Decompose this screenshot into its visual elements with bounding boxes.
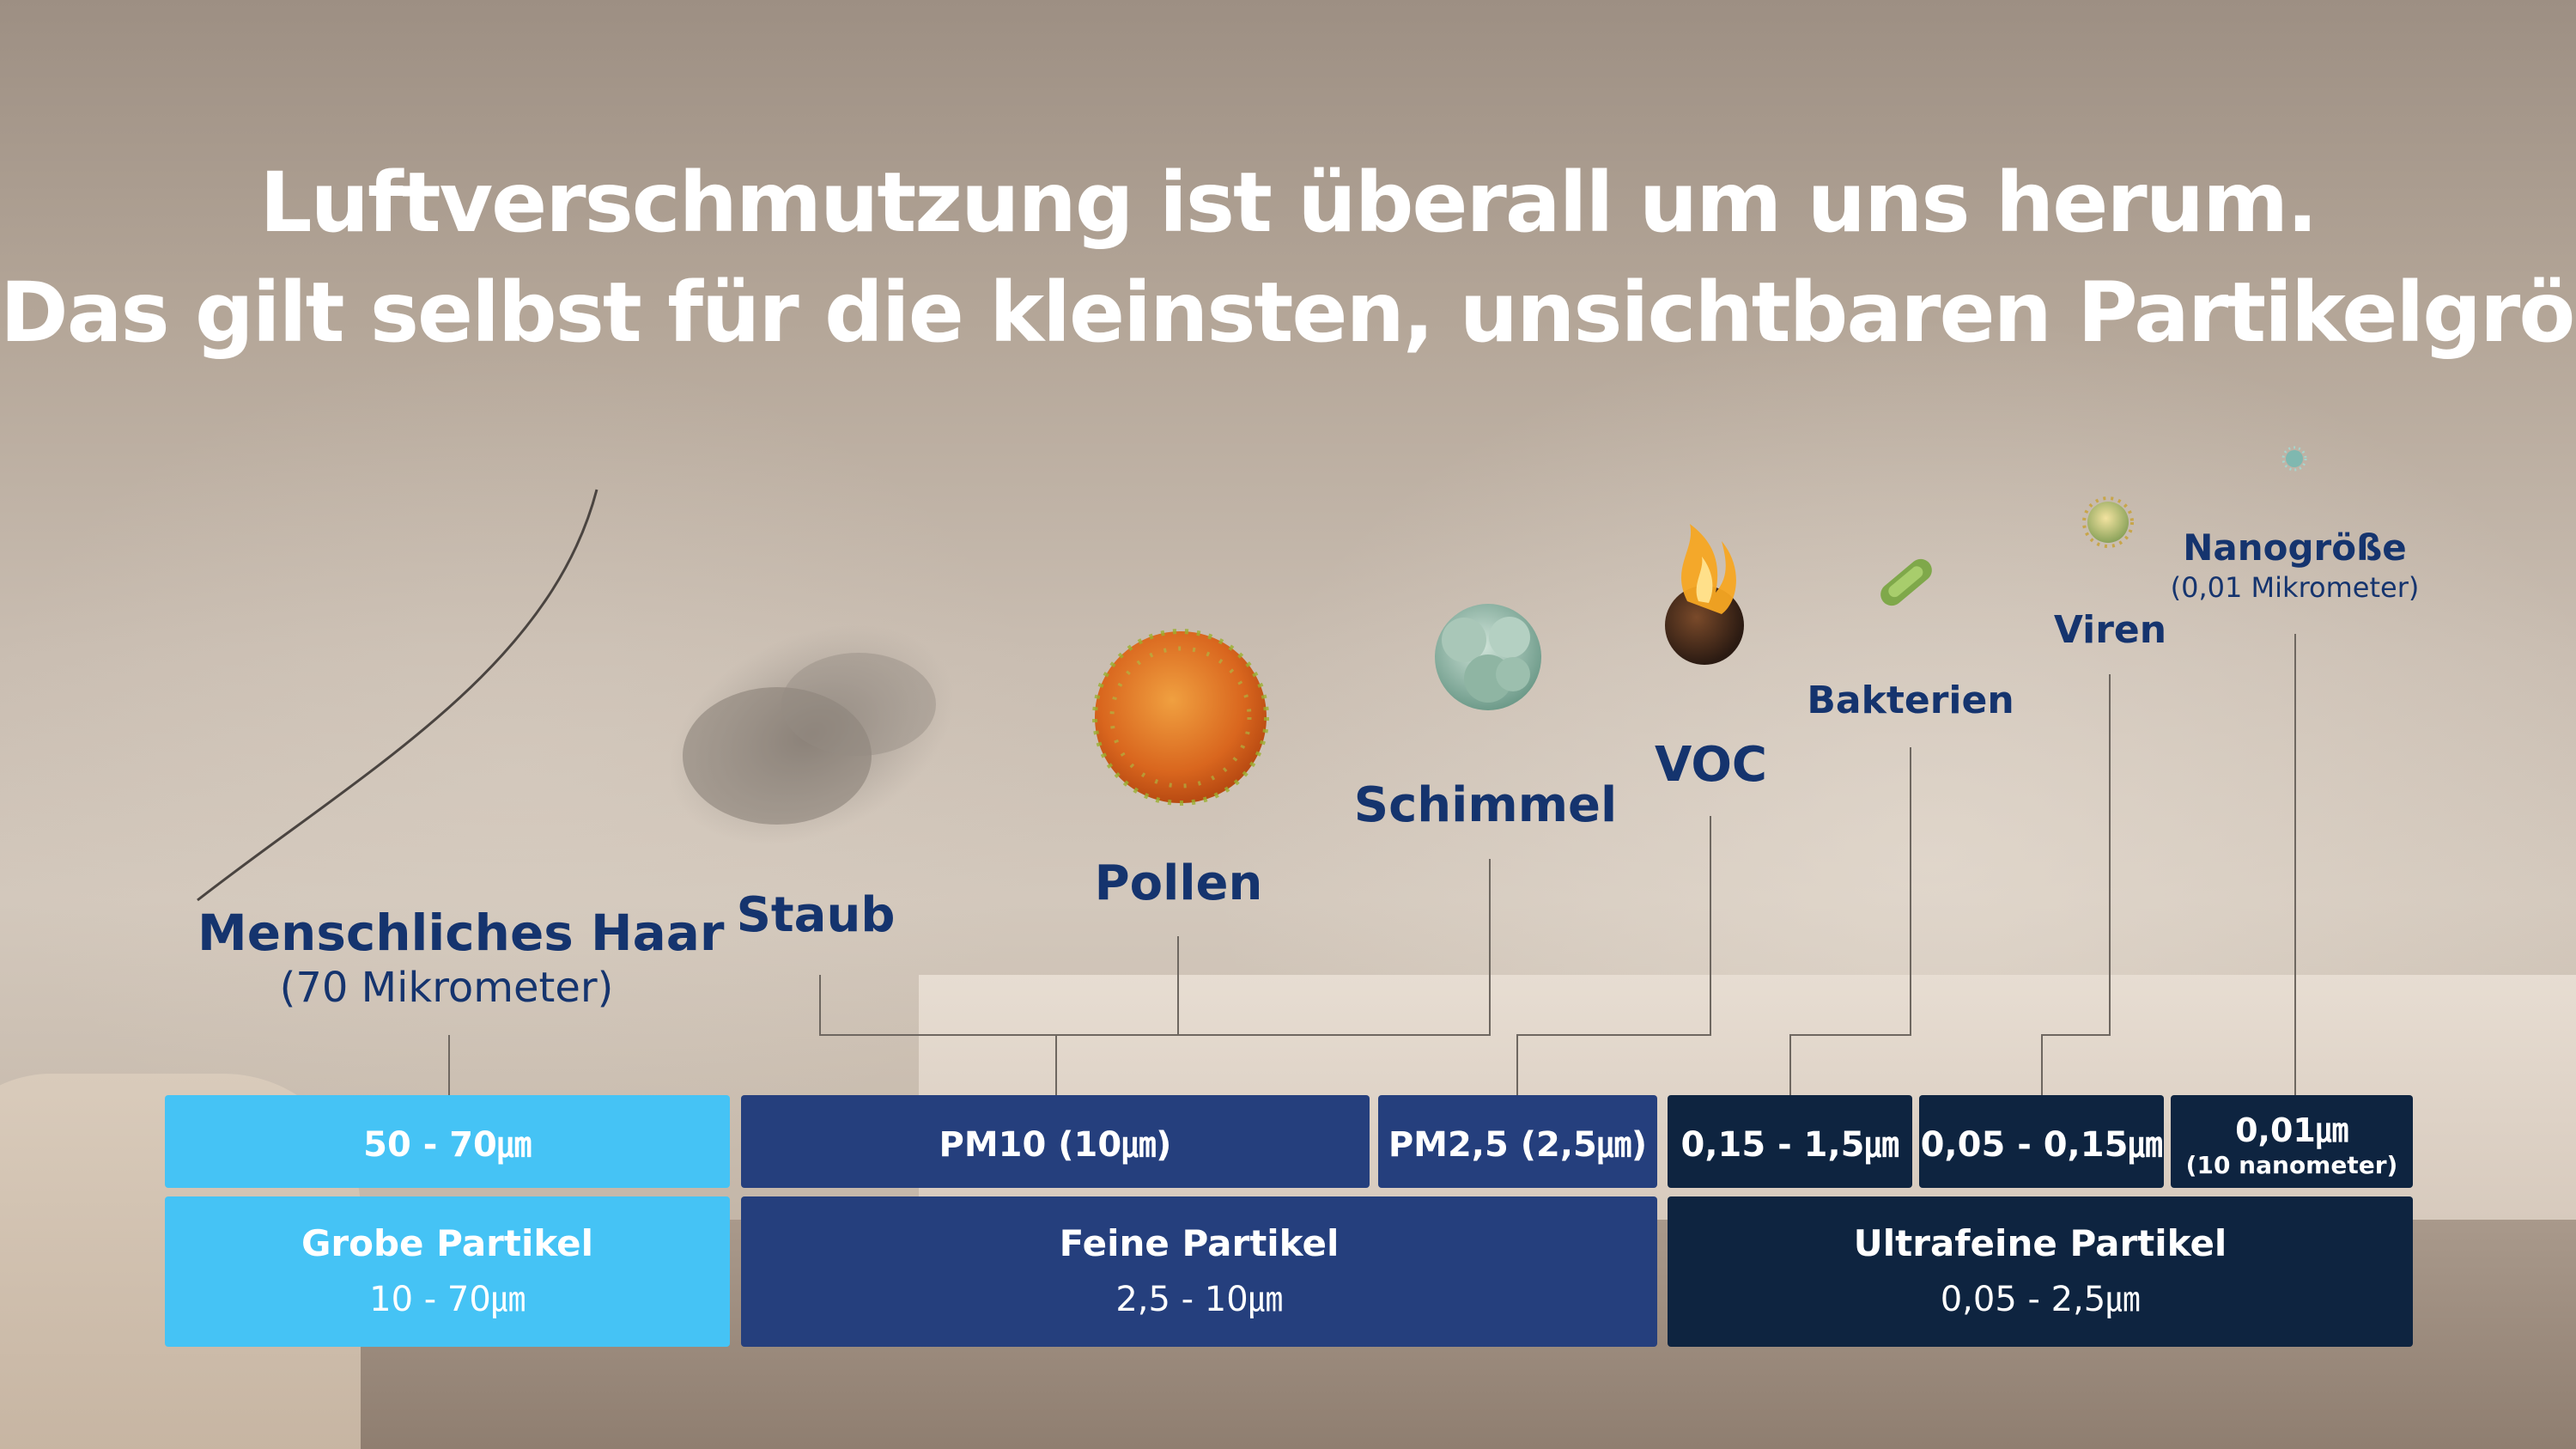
size-pm25-text: PM2,5 (2,5㎛): [1388, 1125, 1648, 1165]
label-bacteria: Bakterien: [1807, 679, 2014, 722]
category-fine-range: 2,5 - 10㎛: [1115, 1280, 1283, 1319]
category-ultrafine-range: 0,05 - 2,5㎛: [1940, 1280, 2141, 1319]
connector-range2: [2041, 674, 2111, 1095]
dust-cloud-icon: [669, 624, 954, 844]
category-ultrafine-name: Ultrafeine Partikel: [1853, 1222, 2227, 1264]
hair-strand-icon: [197, 489, 598, 902]
category-coarse: Grobe Partikel 10 - 70㎛: [165, 1196, 730, 1347]
size-nano-text: 0,01㎛: [2235, 1111, 2348, 1149]
size-range-1-text: 0,15 - 1,5㎛: [1680, 1125, 1899, 1165]
category-fine-name: Feine Partikel: [1059, 1222, 1340, 1264]
category-coarse-name: Grobe Partikel: [301, 1222, 594, 1264]
connector-pm25: [1516, 816, 1711, 1095]
size-range-2: 0,05 - 0,15㎛: [1919, 1095, 2164, 1188]
category-fine: Feine Partikel 2,5 - 10㎛: [741, 1196, 1657, 1347]
label-voc: VOC: [1654, 737, 1768, 793]
connector-lines: [448, 634, 2296, 1095]
pollen-icon: [1092, 629, 1269, 806]
label-nano-size: (0,01 Mikrometer): [2170, 571, 2420, 604]
headline-line-2: Das gilt selbst für die kleinsten, unsic…: [0, 265, 2576, 361]
headline-line-1: Luftverschmutzung ist überall um uns her…: [259, 155, 2318, 251]
voc-fire-icon: [1665, 524, 1744, 665]
category-ultrafine: Ultrafeine Partikel 0,05 - 2,5㎛: [1668, 1196, 2413, 1347]
label-viruses: Viren: [2053, 608, 2167, 652]
label-human-hair: Menschliches Haar: [197, 904, 725, 962]
nanoparticle-icon: [2281, 446, 2307, 472]
category-coarse-range: 10 - 70㎛: [369, 1280, 526, 1319]
connector-range1: [1789, 747, 1911, 1095]
virus-icon: [2082, 496, 2134, 548]
size-coarse-text: 50 - 70㎛: [363, 1125, 532, 1165]
bacteria-icon: [1880, 558, 1932, 606]
size-pm10: PM10 (10㎛): [741, 1095, 1370, 1188]
size-range-1: 0,15 - 1,5㎛: [1668, 1095, 1912, 1188]
connector-pm10: [819, 859, 1491, 1095]
label-nano: Nanogröße: [2183, 527, 2407, 569]
size-nano-subtext: (10 nanometer): [2185, 1151, 2398, 1179]
label-pollen: Pollen: [1094, 855, 1263, 911]
label-dust: Staub: [736, 887, 896, 943]
size-pm10-text: PM10 (10㎛): [939, 1125, 1172, 1165]
mold-icon: [1435, 604, 1541, 710]
size-range-2-text: 0,05 - 0,15㎛: [1920, 1125, 2163, 1165]
label-human-hair-size: (70 Mikrometer): [279, 964, 614, 1012]
label-mold: Schimmel: [1353, 777, 1618, 833]
size-pm25: PM2,5 (2,5㎛): [1378, 1095, 1657, 1188]
size-nano: 0,01㎛ (10 nanometer): [2171, 1095, 2413, 1188]
size-coarse: 50 - 70㎛: [165, 1095, 730, 1188]
